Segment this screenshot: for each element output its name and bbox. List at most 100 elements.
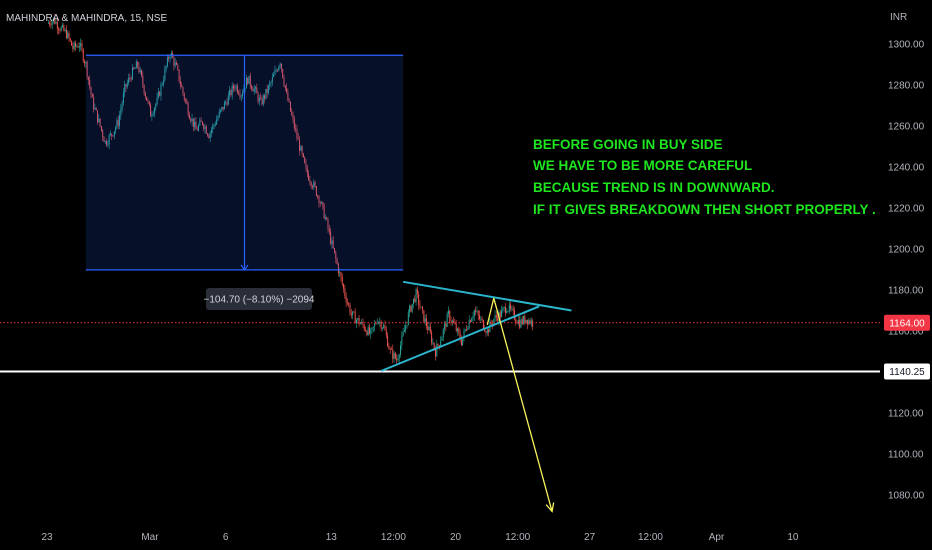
candle-body: [275, 70, 277, 72]
candle-body: [293, 118, 295, 129]
candle-body: [444, 323, 446, 330]
current-price-tag: 1164.00: [884, 314, 930, 331]
candle-body: [291, 111, 293, 116]
candle-body: [261, 98, 263, 105]
price-range-tool[interactable]: [85, 54, 404, 271]
annotation-line-2: WE HAVE TO BE MORE CAREFUL: [533, 158, 752, 173]
candle-body: [297, 137, 299, 140]
candle-body: [78, 46, 80, 48]
projection-down-line[interactable]: [493, 298, 553, 512]
candle-body: [169, 56, 171, 59]
candle-body: [299, 139, 301, 151]
candle-body: [67, 32, 69, 39]
candle-body: [141, 70, 143, 76]
candle-body: [283, 77, 285, 86]
price-axis[interactable]: 1300.00 1280.00 1260.00 1240.00 1220.00 1200.…: [888, 40, 925, 502]
currency-label: INR: [890, 12, 907, 23]
candle-body: [363, 325, 365, 330]
candle-body: [87, 76, 89, 80]
candle-body: [95, 107, 97, 111]
candle-body: [138, 65, 140, 73]
candle-body: [62, 25, 64, 28]
candle-body: [469, 320, 471, 322]
candle-body: [116, 120, 118, 128]
candle-body: [379, 321, 381, 323]
candle-body: [72, 45, 74, 49]
candle-body: [515, 319, 517, 322]
candle-body: [480, 318, 482, 320]
y-tick-label: 1300.00: [888, 40, 925, 51]
candle-body: [54, 17, 56, 24]
candle-body: [309, 180, 311, 183]
candle-body: [530, 320, 532, 324]
candle-body: [344, 288, 346, 297]
measure-label-text: −104.70 (−8.10%) −2094: [204, 295, 315, 306]
candle-body: [464, 329, 466, 331]
candle-body: [90, 87, 92, 95]
candle-body: [257, 93, 259, 102]
candle-body: [414, 298, 416, 303]
candle-body: [213, 124, 215, 126]
candle-body: [449, 310, 451, 321]
candle-body: [139, 70, 141, 73]
triangle-lower-line[interactable]: [380, 305, 540, 372]
candle-body: [331, 240, 333, 244]
candle-body: [317, 195, 319, 197]
candle-body: [71, 40, 73, 46]
candle-body: [273, 74, 275, 78]
candle-body: [419, 304, 421, 308]
candle-body: [349, 305, 351, 314]
candle-body: [80, 43, 82, 47]
candle-body: [227, 95, 229, 105]
candle-body: [427, 325, 429, 331]
x-tick-label: 12:00: [381, 532, 406, 543]
x-tick-label: Mar: [141, 532, 159, 543]
candle-body: [198, 125, 200, 131]
candle-body: [432, 342, 434, 344]
candle-body: [501, 310, 503, 318]
candle-body: [165, 66, 167, 69]
candle-body: [243, 88, 245, 93]
y-tick-label: 1180.00: [888, 286, 924, 297]
candle-body: [112, 135, 114, 137]
annotation-note[interactable]: BEFORE GOING IN BUY SIDE WE HAVE TO BE M…: [533, 137, 876, 217]
candle-body: [122, 92, 124, 104]
candle-body: [455, 324, 457, 331]
candle-body: [264, 95, 266, 99]
x-tick-label: Apr: [709, 532, 725, 543]
candle-body: [210, 129, 212, 133]
y-tick-label: 1280.00: [888, 81, 925, 92]
candle-body: [238, 92, 240, 95]
candle-body: [435, 348, 436, 357]
candle-body: [371, 327, 373, 331]
candle-body: [282, 69, 284, 78]
candle-body: [350, 313, 352, 315]
candle-body: [370, 330, 372, 334]
candle-body: [296, 129, 298, 138]
candle-body: [337, 263, 339, 274]
candle-body: [153, 107, 155, 114]
time-axis[interactable]: 23 Mar 6 13 12:00 20 12:00 27 12:00 Apr 10: [41, 532, 798, 543]
candle-body: [504, 307, 506, 313]
candle-body: [192, 118, 194, 127]
support-price-tag-bg: [884, 363, 930, 380]
candle-body: [488, 329, 490, 333]
candle-body: [196, 129, 198, 131]
current-price-tag-bg: [884, 314, 930, 331]
candle-body: [508, 304, 510, 311]
candle-body: [425, 318, 427, 326]
candle-body: [214, 124, 216, 126]
candle-body: [284, 85, 286, 89]
candle-body: [137, 61, 139, 66]
candle-body: [503, 307, 505, 309]
x-tick-label: 12:00: [638, 532, 663, 543]
candle-body: [247, 77, 249, 84]
candle-body: [482, 320, 484, 330]
annotation-line-4: IF IT GIVES BREAKDOWN THEN SHORT PROPERL…: [533, 202, 876, 217]
candle-body: [372, 326, 374, 328]
triangle-upper-line[interactable]: [402, 280, 572, 312]
projection-up-line[interactable]: [486, 298, 495, 326]
candle-body: [302, 153, 304, 157]
